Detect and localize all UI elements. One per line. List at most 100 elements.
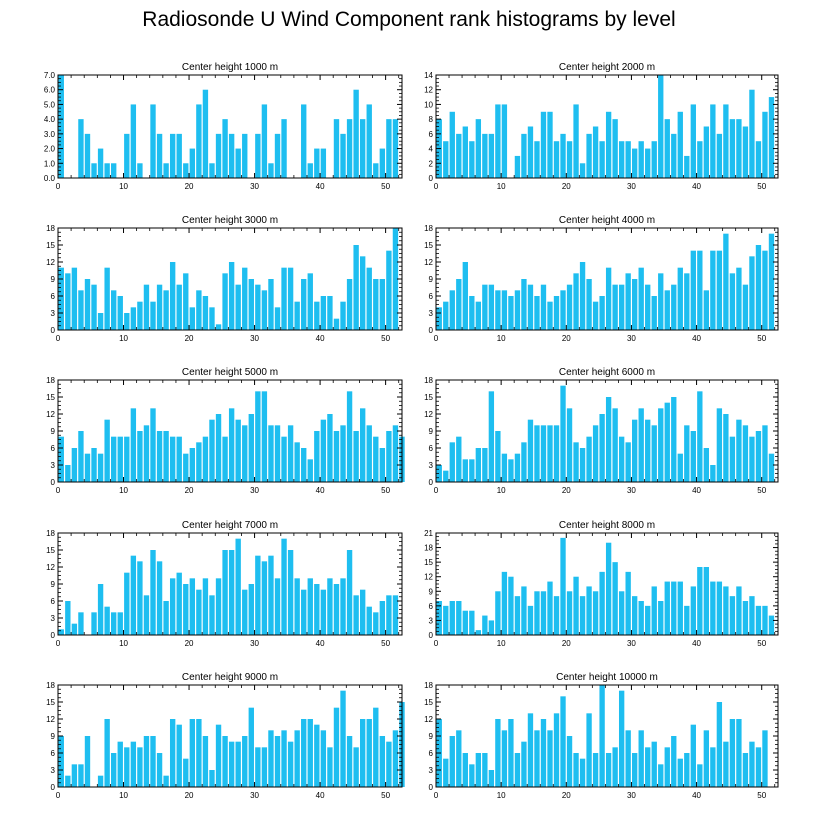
bar xyxy=(124,572,130,635)
bar xyxy=(495,719,501,787)
y-tick-label: 4 xyxy=(429,145,434,154)
bar xyxy=(703,290,710,330)
y-tick-label: 0 xyxy=(51,326,56,335)
bar xyxy=(540,111,547,178)
bar xyxy=(242,425,248,482)
bar xyxy=(287,425,294,482)
bar xyxy=(684,753,690,787)
bar xyxy=(169,262,176,330)
x-tick-label: 50 xyxy=(757,182,766,191)
bar xyxy=(346,550,353,635)
bar xyxy=(462,459,468,482)
bar xyxy=(697,391,703,482)
bar xyxy=(176,724,182,787)
bar xyxy=(514,753,521,787)
bar xyxy=(386,250,392,330)
bar xyxy=(268,555,274,635)
bar xyxy=(618,436,625,482)
bar xyxy=(456,730,462,787)
bar xyxy=(104,163,110,178)
bar xyxy=(697,250,703,330)
bar xyxy=(353,245,359,330)
bar xyxy=(579,596,586,635)
bar xyxy=(475,753,482,787)
bar xyxy=(469,610,475,635)
bar xyxy=(762,605,768,635)
bar xyxy=(690,104,696,178)
bar xyxy=(475,119,482,178)
bar xyxy=(605,753,612,787)
bar xyxy=(710,104,716,178)
bar xyxy=(242,736,248,787)
bar xyxy=(183,163,189,178)
y-tick-label: 3 xyxy=(51,766,56,775)
bar xyxy=(137,431,143,482)
bar xyxy=(301,104,307,178)
bar xyxy=(527,419,534,482)
x-tick-label: 40 xyxy=(692,639,701,648)
bar xyxy=(456,601,462,635)
bar xyxy=(469,141,475,178)
x-tick-label: 10 xyxy=(119,486,128,495)
bar xyxy=(501,104,508,178)
bar xyxy=(104,419,110,482)
bar xyxy=(768,97,775,178)
panel-title: Center height 9000 m xyxy=(182,672,278,683)
bar xyxy=(111,612,117,635)
bar xyxy=(379,601,386,635)
y-tick-label: 18 xyxy=(424,681,433,690)
x-tick-label: 20 xyxy=(562,639,571,648)
bar xyxy=(137,301,143,330)
bar xyxy=(196,442,202,482)
bar xyxy=(248,584,254,635)
bar xyxy=(710,250,716,330)
bar xyxy=(84,279,91,330)
bar xyxy=(514,453,521,482)
panel-title: Center height 4000 m xyxy=(559,215,655,226)
bar xyxy=(566,408,573,482)
bar xyxy=(379,279,386,330)
x-tick-label: 20 xyxy=(562,486,571,495)
bar xyxy=(697,141,703,178)
bar xyxy=(716,408,723,482)
panel-6: Center height 6000 m 0 3 6 9 12 15 18 0 10 20 30 40 5… xyxy=(424,367,779,495)
y-tick-label: 0 xyxy=(429,783,434,792)
bar xyxy=(755,245,762,330)
bar xyxy=(684,425,690,482)
bar xyxy=(65,775,71,787)
bar xyxy=(723,586,729,635)
bar xyxy=(386,119,392,178)
bar xyxy=(360,256,366,330)
bar xyxy=(137,561,143,635)
x-tick-label: 20 xyxy=(562,182,571,191)
bar xyxy=(196,589,202,635)
bar xyxy=(163,431,169,482)
bar xyxy=(677,111,683,178)
bar xyxy=(117,436,123,482)
y-tick-label: 12 xyxy=(424,258,433,267)
x-tick-label: 50 xyxy=(757,791,766,800)
bar xyxy=(124,436,130,482)
bar xyxy=(143,425,150,482)
y-tick-label: 9 xyxy=(429,587,434,596)
bar xyxy=(137,163,143,178)
bar xyxy=(729,719,736,787)
bar xyxy=(196,719,202,787)
bar xyxy=(333,318,340,330)
bar xyxy=(618,284,625,330)
bar xyxy=(671,581,677,635)
bar xyxy=(749,436,755,482)
bar xyxy=(150,408,156,482)
bar xyxy=(553,425,560,482)
bar xyxy=(169,436,176,482)
bar xyxy=(462,610,468,635)
bar xyxy=(346,736,353,787)
x-tick-label: 20 xyxy=(185,486,194,495)
bar xyxy=(749,596,755,635)
bar xyxy=(456,133,462,178)
bar xyxy=(566,141,573,178)
bar xyxy=(560,133,566,178)
bar xyxy=(373,163,379,178)
bar xyxy=(78,764,84,787)
bar xyxy=(78,119,84,178)
